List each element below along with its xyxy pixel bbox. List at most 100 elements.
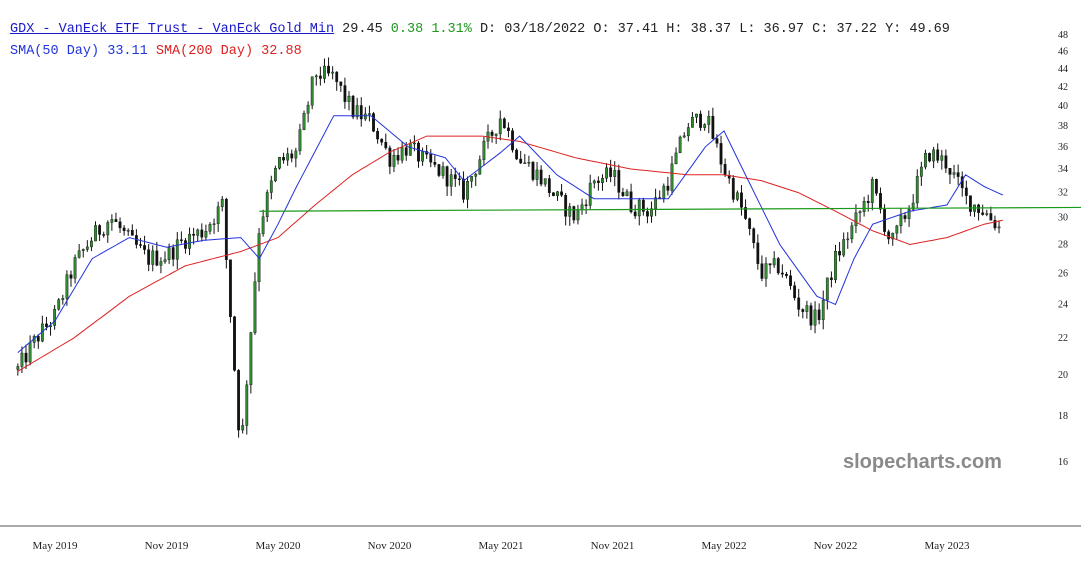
candle-body — [572, 206, 576, 221]
candle-body — [417, 142, 420, 162]
x-axis: May 2019 Nov 2019 May 2020 Nov 2020 May 2021… — [33, 540, 970, 552]
candle-body — [858, 211, 862, 214]
candle-body — [809, 305, 813, 326]
candle-body — [335, 71, 339, 83]
candle-body — [838, 251, 841, 256]
x-tick-label: Nov 2022 — [814, 540, 858, 552]
candle-body — [719, 143, 723, 165]
y-tick-label: 44 — [1058, 64, 1068, 75]
symbol-title[interactable]: GDX - VanEck ETF Trust - VanEck Gold Min — [10, 22, 335, 37]
candle-body — [662, 185, 666, 199]
sma50-line — [17, 115, 1004, 353]
candle-body — [580, 204, 584, 210]
candle-body — [543, 178, 547, 185]
candle-body — [368, 113, 371, 115]
candle-body — [707, 115, 711, 125]
open-value: O: 37.41 — [593, 22, 659, 37]
candle-body — [674, 152, 678, 165]
y-tick-label: 34 — [1058, 164, 1068, 175]
candle-body — [625, 191, 629, 196]
candle-body — [862, 201, 866, 212]
candle-body — [429, 154, 433, 163]
candle-body — [695, 113, 698, 118]
candle-body — [73, 257, 77, 279]
candle-body — [233, 316, 236, 371]
candle-body — [519, 158, 523, 164]
candle-body — [179, 239, 183, 241]
candle-body — [785, 273, 788, 276]
candle-body — [592, 180, 596, 184]
candle-body — [981, 212, 985, 215]
y-tick-label: 30 — [1058, 213, 1068, 224]
candle-body — [915, 176, 919, 204]
candle-body — [61, 298, 65, 300]
price-change: 0.38 — [390, 22, 424, 37]
candle-body — [633, 211, 637, 217]
x-tick-label: May 2021 — [479, 540, 524, 552]
candle-body — [928, 153, 931, 162]
candle-body — [20, 352, 24, 367]
candle-body — [130, 230, 134, 236]
candle-body — [421, 151, 424, 162]
candle-body — [641, 199, 645, 212]
candle-body — [77, 250, 81, 258]
candle-body — [269, 180, 273, 193]
candle-body — [846, 238, 850, 241]
candle-body — [90, 240, 93, 248]
candle-body — [903, 215, 907, 219]
candles — [16, 57, 1001, 438]
high-value: H: 38.37 — [666, 22, 732, 37]
candle-body — [654, 197, 658, 209]
candle-body — [584, 204, 588, 207]
candle-body — [666, 185, 670, 191]
y-value: Y: 49.69 — [885, 22, 950, 37]
quote-header: GDX - VanEck ETF Trust - VanEck Gold Min… — [10, 22, 950, 37]
candle-body — [678, 136, 682, 154]
candle-body — [114, 219, 118, 222]
candle-body — [613, 170, 617, 177]
candle-body — [817, 309, 821, 321]
candle-body — [184, 240, 187, 249]
candle-body — [650, 208, 653, 217]
candle-body — [547, 178, 551, 193]
candle-body — [94, 225, 97, 242]
candle-body — [936, 149, 940, 161]
candle-body — [273, 168, 277, 182]
candle-body — [940, 155, 944, 161]
candle-body — [286, 153, 290, 161]
candle-body — [53, 308, 57, 326]
candle-body — [507, 127, 510, 131]
candle-body — [879, 193, 882, 210]
candle-body — [801, 309, 805, 312]
candle-body — [740, 192, 743, 208]
candle-body — [466, 181, 469, 200]
candle-body — [621, 192, 625, 196]
candle-body — [756, 242, 760, 264]
candle-body — [81, 249, 85, 251]
candle-body — [952, 172, 956, 175]
candle-body — [830, 277, 833, 280]
candle-body — [36, 336, 40, 342]
candle-body — [789, 275, 792, 286]
candle-body — [462, 178, 465, 200]
candle-body — [323, 65, 326, 79]
candle-body — [932, 149, 936, 162]
candle-body — [568, 206, 572, 217]
candle-body — [216, 206, 220, 224]
candle-body — [682, 135, 686, 138]
candle-body — [45, 323, 48, 327]
candle-body — [355, 105, 359, 118]
candle-body — [192, 233, 196, 236]
candle-body — [188, 233, 191, 249]
candle-body — [441, 166, 445, 176]
candle-body — [944, 155, 948, 169]
candle-body — [596, 180, 600, 183]
candle-body — [208, 224, 212, 232]
candle-body — [723, 164, 727, 176]
candle-body — [969, 195, 972, 212]
candle-body — [351, 95, 355, 118]
y-tick-label: 16 — [1058, 457, 1068, 468]
x-tick-label: May 2022 — [702, 540, 747, 552]
y-tick-label: 46 — [1058, 47, 1068, 58]
